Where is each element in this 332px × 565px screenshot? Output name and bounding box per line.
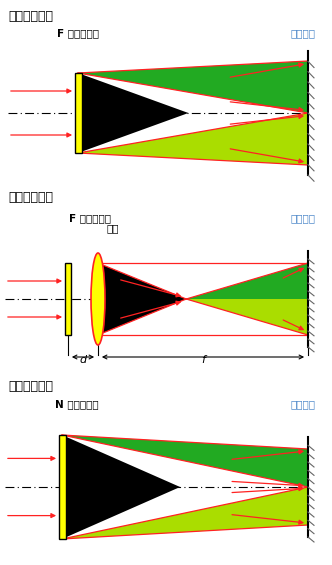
Polygon shape xyxy=(98,263,186,335)
Polygon shape xyxy=(62,487,308,539)
Bar xyxy=(65,263,71,335)
Text: 工作模式二：: 工作模式二： xyxy=(8,191,53,204)
Bar xyxy=(58,435,65,539)
Bar xyxy=(74,73,81,153)
Polygon shape xyxy=(186,263,308,299)
Ellipse shape xyxy=(91,253,105,345)
Polygon shape xyxy=(78,113,308,165)
Text: 工作模式三：: 工作模式三： xyxy=(8,380,53,393)
Polygon shape xyxy=(62,435,308,487)
Text: 工作模式一：: 工作模式一： xyxy=(8,10,53,23)
Text: 工件表面: 工件表面 xyxy=(290,399,315,409)
Text: 透镜: 透镜 xyxy=(107,223,119,233)
Polygon shape xyxy=(62,435,180,539)
Polygon shape xyxy=(186,299,308,335)
Text: N 系列分束器: N 系列分束器 xyxy=(55,399,99,409)
Polygon shape xyxy=(78,73,188,153)
Text: F 系列分束器: F 系列分束器 xyxy=(69,213,111,223)
Text: 工件表面: 工件表面 xyxy=(290,213,315,223)
Polygon shape xyxy=(78,61,308,113)
Text: d: d xyxy=(79,355,87,365)
Text: F 系列分束器: F 系列分束器 xyxy=(57,28,99,38)
Text: 工件表面: 工件表面 xyxy=(290,28,315,38)
Text: f: f xyxy=(201,355,205,365)
